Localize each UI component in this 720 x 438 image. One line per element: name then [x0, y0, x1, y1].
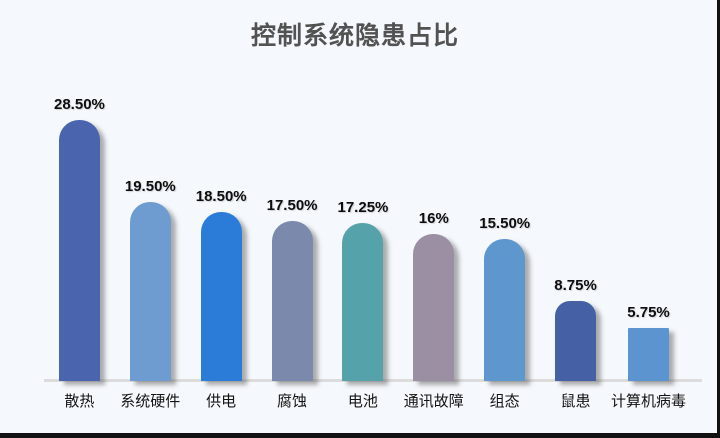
bar-value-label: 5.75% — [627, 304, 670, 321]
bar — [555, 301, 597, 381]
category-label: 鼠患 — [560, 393, 591, 410]
category-label: 腐蚀 — [277, 393, 308, 410]
bar-value-label: 8.75% — [554, 277, 597, 294]
bar-value-label: 16% — [418, 210, 449, 227]
bar-group-8: 8.75% 鼠患 — [540, 88, 611, 410]
bar-value-label: 15.50% — [479, 215, 531, 232]
bar-plot-area: 28.50% 散热 19.50% 系统硬件 18.50% 供电 17.50% 腐… — [44, 88, 687, 410]
bar-group-1: 28.50% 散热 — [44, 88, 115, 410]
bar — [58, 120, 100, 381]
category-label: 供电 — [206, 393, 237, 410]
bar-value-label: 19.50% — [124, 178, 176, 195]
category-label: 通讯故障 — [403, 393, 464, 410]
bar-group-2: 19.50% 系统硬件 — [115, 88, 186, 410]
bar-value-label: 18.50% — [195, 188, 247, 205]
bar — [342, 223, 384, 381]
bar — [413, 234, 455, 381]
window-edge-right — [717, 0, 720, 438]
bar — [200, 212, 242, 381]
bar-group-7: 15.50% 组态 — [469, 88, 540, 410]
category-label: 计算机病毒 — [611, 393, 687, 410]
bar-group-6: 16% 通讯故障 — [398, 88, 469, 410]
bar-group-3: 18.50% 供电 — [186, 88, 257, 410]
category-label: 组态 — [489, 393, 520, 410]
category-label: 散热 — [64, 393, 95, 410]
bar — [484, 239, 526, 381]
bar — [129, 202, 171, 381]
bar-value-label: 17.50% — [266, 197, 318, 214]
bar — [628, 328, 669, 381]
category-label: 电池 — [347, 393, 378, 410]
bar-group-9: 5.75% 计算机病毒 — [611, 88, 687, 410]
bar-group-5: 17.25% 电池 — [328, 88, 399, 410]
category-label: 系统硬件 — [120, 393, 181, 410]
window-edge-bottom — [0, 433, 720, 438]
chart-title: 控制系统隐患占比 — [250, 22, 459, 50]
bar-group-4: 17.50% 腐蚀 — [257, 88, 328, 410]
bar — [271, 221, 313, 381]
bar-value-label: 28.50% — [54, 96, 105, 113]
bar-value-label: 17.25% — [337, 199, 389, 216]
